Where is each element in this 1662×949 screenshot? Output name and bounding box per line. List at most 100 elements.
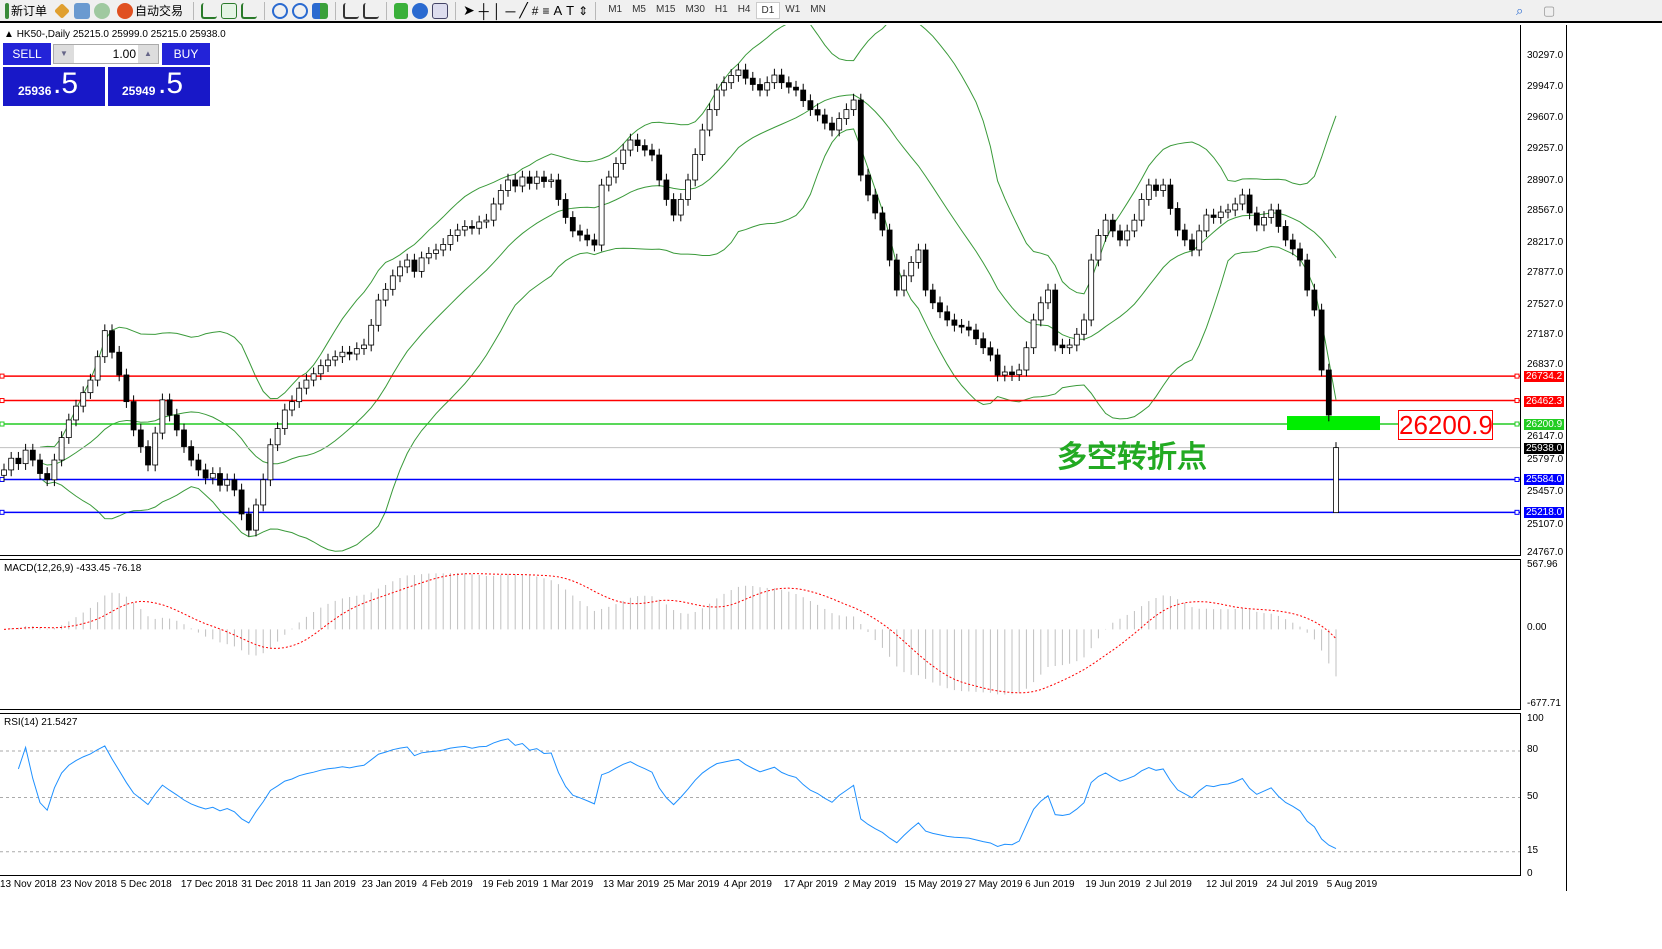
auto-trade-button[interactable]: 自动交易 (114, 1, 186, 21)
bull-candle (1217, 211, 1224, 218)
sell-button[interactable]: SELL (3, 43, 51, 65)
buy-button[interactable]: BUY (162, 43, 210, 65)
bull-candle (483, 219, 490, 223)
price-label-25218.0[interactable]: 25218.0 (1524, 507, 1565, 519)
separator (595, 1, 597, 20)
timeframe-h4[interactable]: H4 (737, 4, 751, 15)
bull-candle (699, 129, 706, 155)
bull-candle (692, 154, 699, 181)
date-axis-label: 4 Feb 2019 (422, 879, 473, 890)
timeframe-m30[interactable]: M30 (685, 4, 705, 15)
price-label-26462.3[interactable]: 26462.3 (1524, 395, 1565, 407)
tile-windows-icon[interactable] (312, 2, 329, 19)
rsi-pane[interactable]: RSI(14) 21.5427 (0, 713, 1521, 876)
price-axis-label: 28217.0 (1527, 236, 1564, 248)
timeframe-m15[interactable]: M15 (656, 4, 676, 15)
cursor-icon[interactable]: ➤ (463, 2, 475, 18)
bear-candle (37, 459, 43, 474)
timeframe-d1[interactable]: D1 (755, 2, 781, 19)
bear-candle (123, 374, 130, 403)
volume-input[interactable]: 1.00 (112, 47, 136, 61)
new-order-button[interactable]: 新订单 (2, 1, 50, 21)
timeframe-m1[interactable]: M1 (608, 4, 623, 15)
price-label-25584.0[interactable]: 25584.0 (1524, 474, 1565, 486)
bear-candle (1153, 184, 1159, 191)
bull-candle (389, 275, 396, 290)
bull-candle (87, 379, 94, 394)
price-axis-label: 29607.0 (1527, 111, 1564, 123)
bear-candle (555, 179, 562, 200)
bull-candle (1138, 199, 1145, 221)
bear-candle (814, 109, 821, 116)
bull-candle (1030, 319, 1037, 349)
text-icon[interactable]: A (553, 3, 563, 18)
text-label-icon[interactable]: T (566, 3, 575, 18)
bear-candle (951, 319, 958, 326)
bull-candle (209, 473, 216, 479)
rsi-axis-label: 0 (1527, 868, 1533, 879)
bull-candle (433, 249, 439, 254)
chat-icon[interactable]: ▢ (1543, 2, 1556, 18)
bear-candle (879, 212, 886, 231)
price-label-26200.9[interactable]: 26200.9 (1524, 419, 1565, 431)
chart-window: ▲ HK50-,Daily 25215.0 25999.0 25215.0 25… (0, 25, 1567, 891)
timeframe-w1[interactable]: W1 (785, 4, 801, 15)
bear-candle (973, 329, 979, 340)
bull-candle (548, 179, 555, 182)
periods-icon[interactable] (412, 2, 429, 19)
date-axis-label: 11 Jan 2019 (301, 879, 356, 890)
price-axis-label: 26147.0 (1527, 430, 1564, 442)
timeframe-m5[interactable]: M5 (632, 4, 646, 15)
bar-chart-icon[interactable] (201, 2, 218, 19)
volume-stepper[interactable]: ▼ 1.00 ▲ (53, 44, 159, 64)
bear-candle (1052, 289, 1059, 346)
bear-candle (584, 234, 591, 241)
bear-candle (1117, 230, 1123, 241)
fibonacci-icon[interactable]: ≡ (542, 3, 550, 18)
indicators-icon[interactable] (394, 2, 409, 19)
bull-candle (80, 392, 87, 407)
zoom-out-icon[interactable] (292, 2, 309, 19)
price-axis-label: 28907.0 (1527, 174, 1564, 186)
navigator-icon[interactable] (74, 2, 91, 19)
auto-scroll-icon[interactable] (343, 2, 360, 19)
metaeditor-icon[interactable] (54, 2, 70, 19)
volume-down-button[interactable]: ▼ (54, 45, 74, 63)
zoom-in-icon[interactable] (272, 2, 289, 19)
candlestick-icon[interactable] (221, 2, 238, 19)
vertical-line-icon[interactable]: │ (492, 2, 502, 19)
price-axis-label: 29947.0 (1527, 81, 1564, 93)
search-icon[interactable]: ⌕ (1516, 2, 1524, 18)
date-axis-label: 5 Aug 2019 (1326, 879, 1378, 890)
line-chart-icon[interactable] (241, 2, 258, 19)
bear-candle (1289, 239, 1296, 250)
sell-price[interactable]: 25936 .5 (3, 67, 105, 106)
bear-candle (1318, 309, 1325, 371)
price-label-26734.2[interactable]: 26734.2 (1524, 371, 1565, 383)
bear-candle (987, 347, 994, 356)
date-axis-label: 2 May 2019 (844, 879, 897, 890)
bull-candle (1196, 230, 1203, 251)
volume-up-button[interactable]: ▲ (138, 45, 158, 63)
macd-pane[interactable]: MACD(12,26,9) -433.45 -76.18 (0, 559, 1521, 710)
auto-trade-label: 自动交易 (135, 4, 184, 18)
bull-candle (505, 179, 511, 191)
chart-shift-icon[interactable] (363, 2, 380, 19)
signals-icon[interactable] (94, 2, 111, 19)
timeframe-mn[interactable]: MN (810, 4, 826, 15)
arrows-icon[interactable]: ⇕ (578, 3, 589, 18)
timeframe-h1[interactable]: H1 (714, 4, 728, 15)
crosshair-icon[interactable]: ┼ (478, 2, 489, 19)
trendline-icon[interactable]: ╱ (519, 2, 528, 18)
bear-candle (1181, 229, 1188, 241)
price-pane[interactable]: ▲ HK50-,Daily 25215.0 25999.0 25215.0 25… (0, 25, 1521, 556)
buy-price[interactable]: 25949 .5 (108, 67, 210, 106)
horizontal-line-icon[interactable]: ─ (505, 2, 516, 19)
bear-candle (634, 139, 641, 146)
templates-icon[interactable] (432, 2, 449, 19)
auto-trade-icon (117, 2, 134, 19)
price-label-25938.0[interactable]: 25938.0 (1524, 442, 1565, 454)
bull-candle (1131, 219, 1138, 232)
channel-icon[interactable]: # (531, 3, 539, 18)
bull-candle (1073, 333, 1080, 346)
